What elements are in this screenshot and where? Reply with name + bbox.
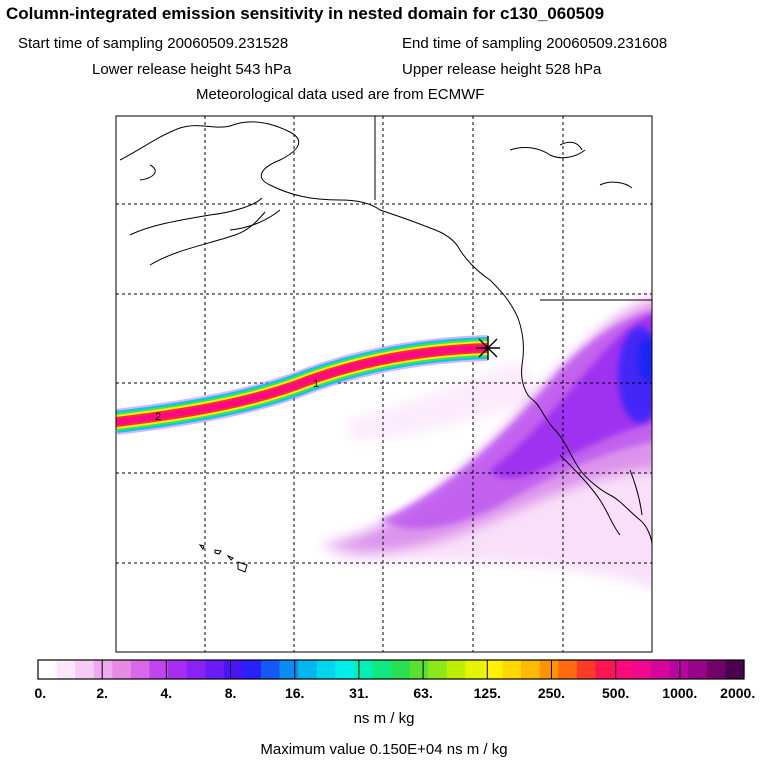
colorbar-swatch xyxy=(483,660,504,679)
met-data-label: Meteorological data used are from ECMWF xyxy=(196,86,485,103)
trajectory-label-day-1: 1 xyxy=(313,378,319,390)
start-time-label: Start time of sampling 20060509.231528 xyxy=(18,35,289,52)
colorbar-tick-label: 1000. xyxy=(662,685,698,701)
emission-plume xyxy=(320,294,652,589)
colorbar-swatch xyxy=(725,660,745,679)
colorbar-swatch xyxy=(446,660,466,679)
colorbar-tick-label: 31. xyxy=(349,685,369,701)
colorbar-swatch xyxy=(223,660,243,679)
colorbar-swatch xyxy=(465,660,485,679)
colorbar-tick-label: 2000. xyxy=(720,685,756,701)
colorbar-swatch xyxy=(521,660,541,679)
end-time-label: End time of sampling 20060509.231608 xyxy=(402,35,668,52)
maximum-value-label: Maximum value 0.150E+04 ns m / kg xyxy=(260,741,508,758)
map-frame xyxy=(115,115,653,653)
lower-release-height-label: Lower release height 543 hPa xyxy=(92,61,292,78)
colorbar-swatch xyxy=(205,660,225,679)
colorbar-tick-label: 500. xyxy=(602,685,630,701)
colorbar-swatch xyxy=(38,660,58,679)
colorbar-tick-label: 63. xyxy=(413,685,433,701)
colorbar-swatch xyxy=(576,660,596,679)
colorbar-swatch xyxy=(688,660,708,679)
colorbar-tick-label: 4. xyxy=(160,685,173,701)
colorbar-tick-label: 0. xyxy=(34,685,47,701)
colorbar-swatch xyxy=(242,660,262,679)
colorbar-tick-label: 125. xyxy=(473,685,501,701)
colorbar-swatch xyxy=(558,660,578,679)
colorbar-frame xyxy=(37,659,745,680)
colorbar-swatch xyxy=(502,660,522,679)
colorbar-swatch xyxy=(260,660,281,679)
colorbar-tick-label: 2. xyxy=(96,685,109,701)
release-point-asterisk-icon xyxy=(476,336,500,360)
colorbar-tick-label: 16. xyxy=(284,685,305,701)
trajectory-band xyxy=(116,335,489,435)
colorbar-swatch xyxy=(669,660,689,679)
colorbar-swatch xyxy=(93,660,113,679)
upper-release-height-label: Upper release height 528 hPa xyxy=(402,61,602,78)
lat-lon-gridlines xyxy=(116,116,652,652)
page-title: Column-integrated emission sensitivity i… xyxy=(6,4,605,23)
colorbar-swatch xyxy=(316,660,336,679)
coastlines xyxy=(119,116,652,573)
colorbar-swatch xyxy=(595,660,615,679)
colorbar-swatch xyxy=(112,660,132,679)
colorbar-swatch xyxy=(409,660,429,679)
colorbar-swatch xyxy=(335,660,355,679)
colorbar-swatch xyxy=(353,660,374,679)
colorbar-swatch xyxy=(149,660,169,679)
colorbar-swatch xyxy=(632,660,652,679)
colorbar-swatch xyxy=(372,660,392,679)
colorbar-units-label: ns m / kg xyxy=(353,710,415,727)
colorbar-swatch xyxy=(56,660,76,679)
colorbar-tick-label: 250. xyxy=(537,685,566,701)
colorbar-swatch xyxy=(186,660,206,679)
colorbar-swatch xyxy=(298,660,318,679)
colorbar-swatch xyxy=(613,660,634,679)
colorbar-swatch xyxy=(279,660,299,679)
colorbar-swatch xyxy=(428,660,448,679)
colorbar-swatch xyxy=(168,660,188,679)
colorbar-swatch xyxy=(75,660,95,679)
colorbar-swatch xyxy=(706,660,727,679)
colorbar-swatch xyxy=(391,660,411,679)
colorbar-swatch xyxy=(651,660,671,679)
colorbar-tick-label: 8. xyxy=(224,685,237,701)
colorbar-swatch xyxy=(130,660,151,679)
trajectory-label-day-2: 2 xyxy=(155,411,161,423)
colorbar xyxy=(37,660,745,679)
colorbar-swatch xyxy=(539,660,559,679)
